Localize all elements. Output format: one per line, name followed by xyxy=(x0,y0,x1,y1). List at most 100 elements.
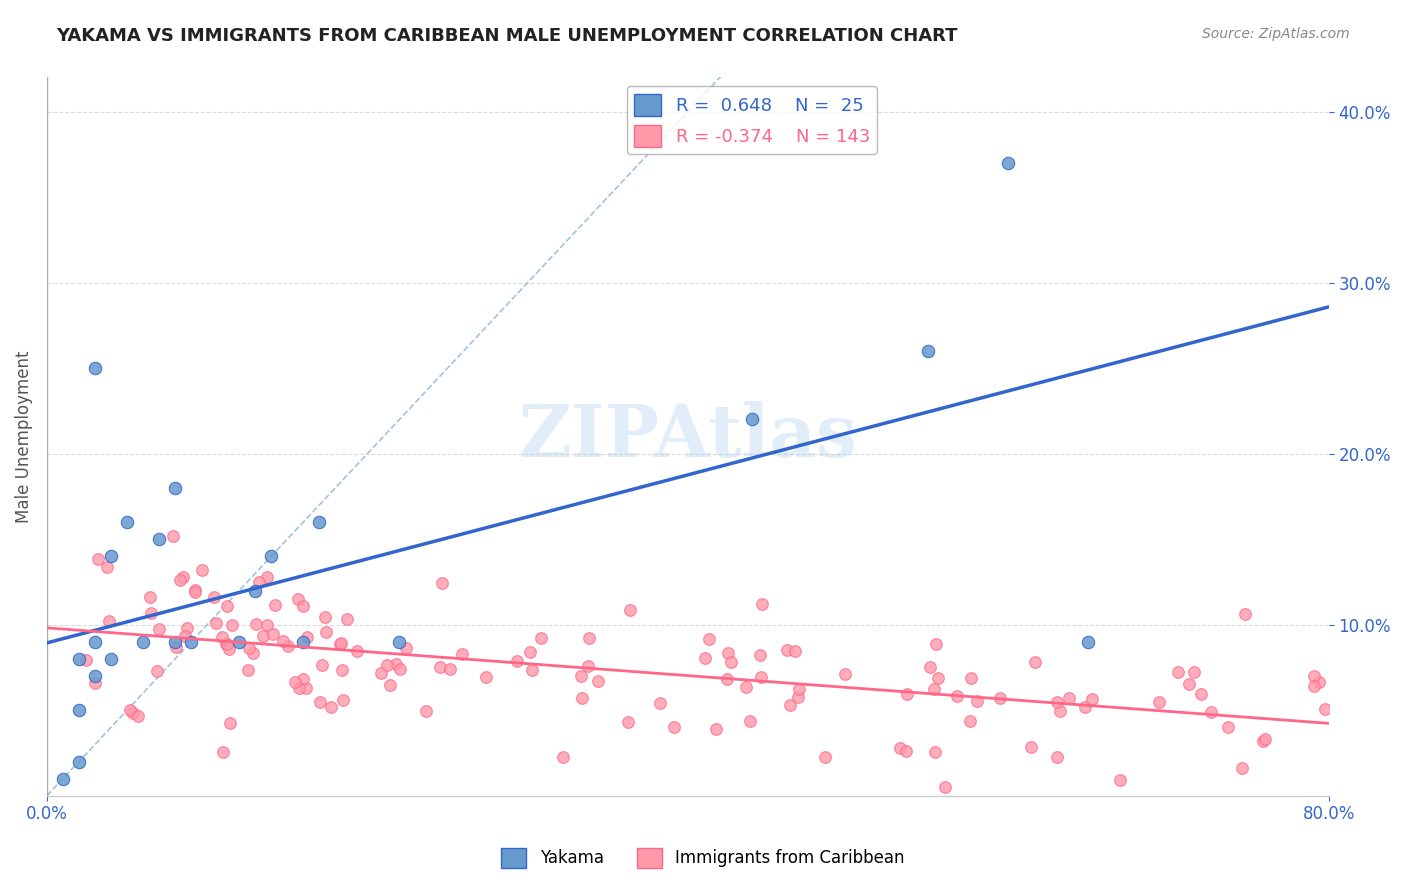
Text: YAKAMA VS IMMIGRANTS FROM CARIBBEAN MALE UNEMPLOYMENT CORRELATION CHART: YAKAMA VS IMMIGRANTS FROM CARIBBEAN MALE… xyxy=(56,27,957,45)
Point xyxy=(84,675,107,690)
Point xyxy=(1313,702,1336,716)
Point xyxy=(291,672,314,686)
Point xyxy=(287,591,309,606)
Point xyxy=(1234,607,1257,621)
Point xyxy=(287,681,309,695)
Point xyxy=(925,637,948,651)
Point xyxy=(84,635,107,649)
Point xyxy=(748,648,770,662)
Point xyxy=(927,671,949,685)
Point xyxy=(375,657,398,672)
Point xyxy=(720,655,742,669)
Point xyxy=(145,664,167,678)
Point xyxy=(997,156,1019,170)
Point xyxy=(205,615,228,630)
Point xyxy=(735,680,758,694)
Point xyxy=(252,629,274,643)
Point xyxy=(315,625,337,640)
Point xyxy=(211,631,233,645)
Point xyxy=(814,750,837,764)
Point xyxy=(775,643,797,657)
Point xyxy=(749,670,772,684)
Point xyxy=(697,632,720,647)
Point xyxy=(277,639,299,653)
Point xyxy=(218,641,240,656)
Point xyxy=(378,677,401,691)
Point xyxy=(1049,704,1071,718)
Point xyxy=(165,481,187,495)
Point xyxy=(616,715,638,730)
Point xyxy=(212,745,235,759)
Point xyxy=(946,689,969,703)
Point xyxy=(84,361,107,376)
Point xyxy=(1108,772,1130,787)
Point xyxy=(1178,677,1201,691)
Point xyxy=(415,704,437,718)
Point xyxy=(294,681,316,695)
Point xyxy=(139,606,162,620)
Point xyxy=(311,658,333,673)
Point xyxy=(228,635,250,649)
Point xyxy=(87,552,110,566)
Point xyxy=(1147,695,1170,709)
Point xyxy=(571,691,593,706)
Point xyxy=(180,635,202,649)
Point xyxy=(165,640,187,654)
Point xyxy=(1081,692,1104,706)
Point xyxy=(1182,665,1205,679)
Point xyxy=(75,653,97,667)
Point xyxy=(84,669,107,683)
Point xyxy=(1254,732,1277,747)
Point xyxy=(889,740,911,755)
Point xyxy=(100,549,122,564)
Point xyxy=(429,660,451,674)
Point xyxy=(920,660,942,674)
Point xyxy=(519,644,541,658)
Point xyxy=(1303,679,1326,693)
Point xyxy=(336,611,359,625)
Point xyxy=(779,698,801,713)
Point xyxy=(783,644,806,658)
Point xyxy=(309,695,332,709)
Point xyxy=(67,703,90,717)
Point xyxy=(52,772,75,786)
Point xyxy=(664,720,686,734)
Point xyxy=(169,574,191,588)
Point xyxy=(370,666,392,681)
Point xyxy=(346,644,368,658)
Point xyxy=(98,614,121,628)
Point xyxy=(127,709,149,723)
Point xyxy=(330,663,353,677)
Point xyxy=(588,673,610,688)
Point xyxy=(295,631,318,645)
Point xyxy=(245,617,267,632)
Point xyxy=(1189,687,1212,701)
Point xyxy=(1303,669,1326,683)
Point xyxy=(96,559,118,574)
Point xyxy=(202,590,225,604)
Text: Source: ZipAtlas.com: Source: ZipAtlas.com xyxy=(1202,27,1350,41)
Point xyxy=(271,634,294,648)
Point xyxy=(388,662,411,676)
Point xyxy=(894,744,917,758)
Point xyxy=(176,621,198,635)
Point xyxy=(1074,700,1097,714)
Point xyxy=(256,618,278,632)
Point xyxy=(67,652,90,666)
Point xyxy=(896,687,918,701)
Point xyxy=(1019,739,1042,754)
Point xyxy=(165,635,187,649)
Point xyxy=(988,691,1011,706)
Point xyxy=(221,617,243,632)
Point xyxy=(245,583,267,598)
Point xyxy=(704,723,727,737)
Point xyxy=(388,635,411,649)
Point xyxy=(236,663,259,677)
Point xyxy=(959,714,981,728)
Point xyxy=(960,671,983,685)
Point xyxy=(292,599,315,613)
Point xyxy=(262,627,284,641)
Point xyxy=(264,598,287,612)
Point xyxy=(215,637,238,651)
Point xyxy=(332,693,354,707)
